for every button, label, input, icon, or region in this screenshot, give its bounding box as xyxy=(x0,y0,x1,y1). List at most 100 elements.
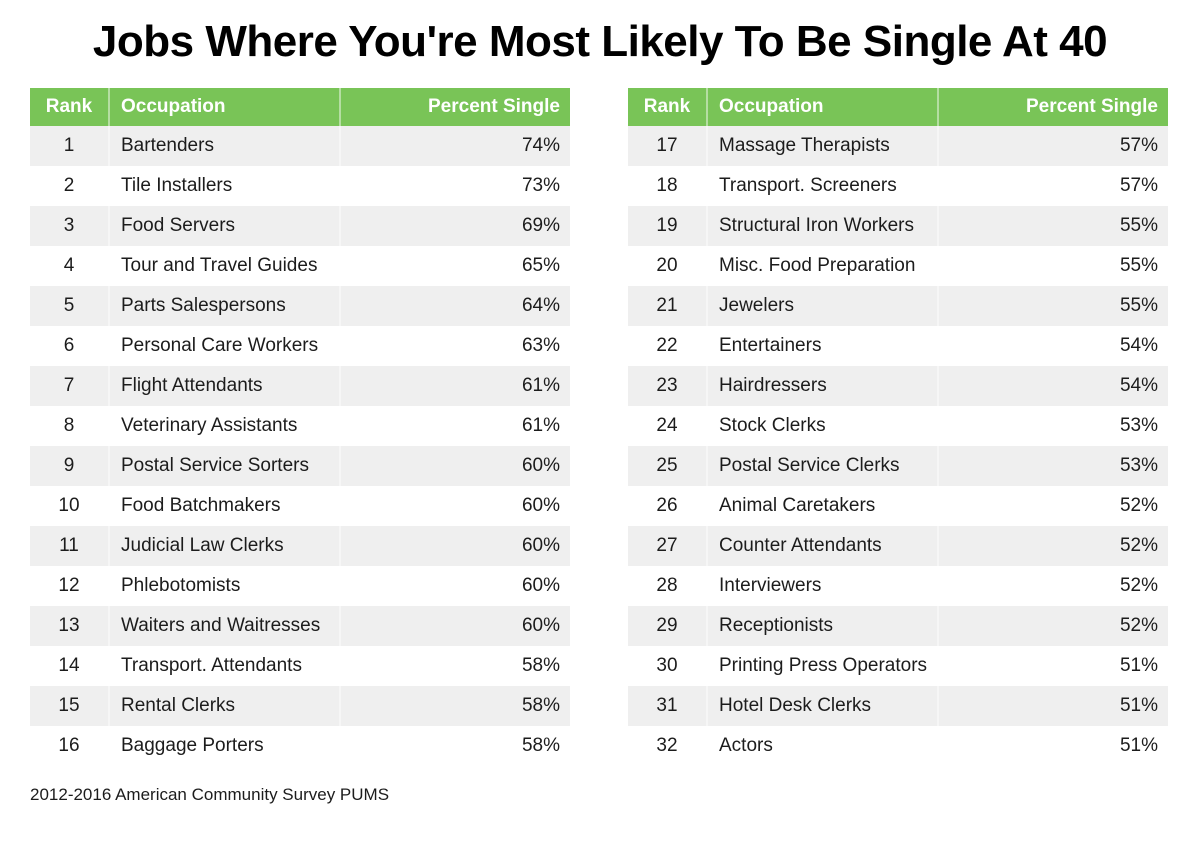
tables-container: Rank Occupation Percent Single 1 Bartende… xyxy=(30,88,1168,766)
occupation-cell: Counter Attendants xyxy=(706,526,938,566)
occupation-cell: Bartenders xyxy=(108,126,340,166)
rank-cell: 31 xyxy=(628,686,707,726)
percent-single-cell: 57% xyxy=(937,166,1168,206)
table-row: 20 Misc. Food Preparation 55% xyxy=(628,246,1168,286)
table-row: 9 Postal Service Sorters 60% xyxy=(30,446,570,486)
percent-single-cell: 64% xyxy=(339,286,570,326)
occupation-cell: Personal Care Workers xyxy=(108,326,340,366)
occupation-cell: Entertainers xyxy=(706,326,938,366)
rank-cell: 26 xyxy=(656,495,678,516)
percent-single-cell: 55% xyxy=(937,246,1168,286)
page-title: Jobs Where You're Most Likely To Be Sing… xyxy=(92,17,1108,66)
table-row: 6 Personal Care Workers 63% xyxy=(30,326,570,366)
rank-cell: 19 xyxy=(628,206,707,246)
rank-cell: 16 xyxy=(58,735,80,756)
percent-single-cell: 51% xyxy=(937,726,1168,766)
percent-single-cell: 58% xyxy=(339,726,570,766)
table-row: 14 Transport. Attendants 58% xyxy=(30,646,570,686)
percent-single-cell: 73% xyxy=(339,166,570,206)
header-rank: Rank xyxy=(30,88,109,126)
occupation-cell: Baggage Porters xyxy=(108,726,340,766)
rank-cell: 12 xyxy=(58,575,80,596)
header-occupation: Occupation xyxy=(706,88,938,126)
table-row: 3 Food Servers 69% xyxy=(30,206,570,246)
table-row: 24 Stock Clerks 53% xyxy=(628,406,1168,446)
header-rank: Rank xyxy=(628,88,707,126)
rank-cell: 15 xyxy=(30,686,109,726)
rank-cell: 30 xyxy=(656,655,678,676)
percent-single-cell: 61% xyxy=(339,406,570,446)
rank-cell: 17 xyxy=(628,126,707,166)
rank-cell: 8 xyxy=(63,415,75,436)
rank-cell: 27 xyxy=(628,526,707,566)
table-header-row: Rank Occupation Percent Single xyxy=(30,88,570,126)
table-row: 28 Interviewers 52% xyxy=(628,566,1168,606)
occupation-cell: Hairdressers xyxy=(706,366,938,406)
percent-single-cell: 60% xyxy=(339,486,570,526)
percent-single-cell: 55% xyxy=(937,286,1168,326)
percent-single-cell: 53% xyxy=(937,446,1168,486)
occupation-cell: Parts Salespersons xyxy=(108,286,340,326)
table-row: 17 Massage Therapists 57% xyxy=(628,126,1168,166)
percent-single-cell: 60% xyxy=(339,606,570,646)
occupation-cell: Postal Service Sorters xyxy=(108,446,340,486)
rank-cell: 18 xyxy=(656,175,678,196)
rank-cell: 9 xyxy=(30,446,109,486)
percent-single-cell: 52% xyxy=(937,566,1168,606)
rank-cell: 11 xyxy=(30,526,109,566)
percent-single-cell: 58% xyxy=(339,646,570,686)
rank-cell: 28 xyxy=(656,575,678,596)
rank-cell: 6 xyxy=(63,335,75,356)
occupation-cell: Receptionists xyxy=(706,606,938,646)
header-percent-single: Percent Single xyxy=(339,88,570,126)
occupation-cell: Judicial Law Clerks xyxy=(108,526,340,566)
table-row: 30 Printing Press Operators 51% xyxy=(628,646,1168,686)
percent-single-cell: 52% xyxy=(937,486,1168,526)
rank-cell: 21 xyxy=(628,286,707,326)
rank-cell: 24 xyxy=(656,415,678,436)
occupation-cell: Animal Caretakers xyxy=(706,486,938,526)
rank-cell: 32 xyxy=(656,735,678,756)
percent-single-cell: 54% xyxy=(937,326,1168,366)
table-row: 7 Flight Attendants 61% xyxy=(30,366,570,406)
occupation-cell: Printing Press Operators xyxy=(706,646,938,686)
rank-cell: 4 xyxy=(63,255,75,276)
rank-cell: 10 xyxy=(58,495,80,516)
occupation-cell: Actors xyxy=(706,726,938,766)
table-row: 22 Entertainers 54% xyxy=(628,326,1168,366)
occupation-cell: Massage Therapists xyxy=(706,126,938,166)
table-row: 29 Receptionists 52% xyxy=(628,606,1168,646)
occupation-cell: Hotel Desk Clerks xyxy=(706,686,938,726)
table-row: 27 Counter Attendants 52% xyxy=(628,526,1168,566)
occupation-cell: Rental Clerks xyxy=(108,686,340,726)
percent-single-cell: 55% xyxy=(937,206,1168,246)
table-row: 31 Hotel Desk Clerks 51% xyxy=(628,686,1168,726)
occupation-cell: Jewelers xyxy=(706,286,938,326)
table-row: 19 Structural Iron Workers 55% xyxy=(628,206,1168,246)
table-row: 13 Waiters and Waitresses 60% xyxy=(30,606,570,646)
table-row: 32 Actors 51% xyxy=(628,726,1168,766)
occupation-cell: Stock Clerks xyxy=(706,406,938,446)
percent-single-cell: 60% xyxy=(339,566,570,606)
occupation-cell: Postal Service Clerks xyxy=(706,446,938,486)
table-row: 2 Tile Installers 73% xyxy=(30,166,570,206)
table-row: 18 Transport. Screeners 57% xyxy=(628,166,1168,206)
occupation-cell: Veterinary Assistants xyxy=(108,406,340,446)
table-row: 4 Tour and Travel Guides 65% xyxy=(30,246,570,286)
occupation-cell: Phlebotomists xyxy=(108,566,340,606)
occupation-cell: Transport. Screeners xyxy=(706,166,938,206)
table-row: 12 Phlebotomists 60% xyxy=(30,566,570,606)
occupation-cell: Food Servers xyxy=(108,206,340,246)
percent-single-cell: 52% xyxy=(937,526,1168,566)
occupation-cell: Interviewers xyxy=(706,566,938,606)
table-row: 11 Judicial Law Clerks 60% xyxy=(30,526,570,566)
table-row: 10 Food Batchmakers 60% xyxy=(30,486,570,526)
rank-cell: 23 xyxy=(628,366,707,406)
percent-single-cell: 60% xyxy=(339,446,570,486)
rank-cell: 2 xyxy=(63,175,75,196)
table-row: 15 Rental Clerks 58% xyxy=(30,686,570,726)
table-row: 23 Hairdressers 54% xyxy=(628,366,1168,406)
table-header-row: Rank Occupation Percent Single xyxy=(628,88,1168,126)
percent-single-cell: 63% xyxy=(339,326,570,366)
